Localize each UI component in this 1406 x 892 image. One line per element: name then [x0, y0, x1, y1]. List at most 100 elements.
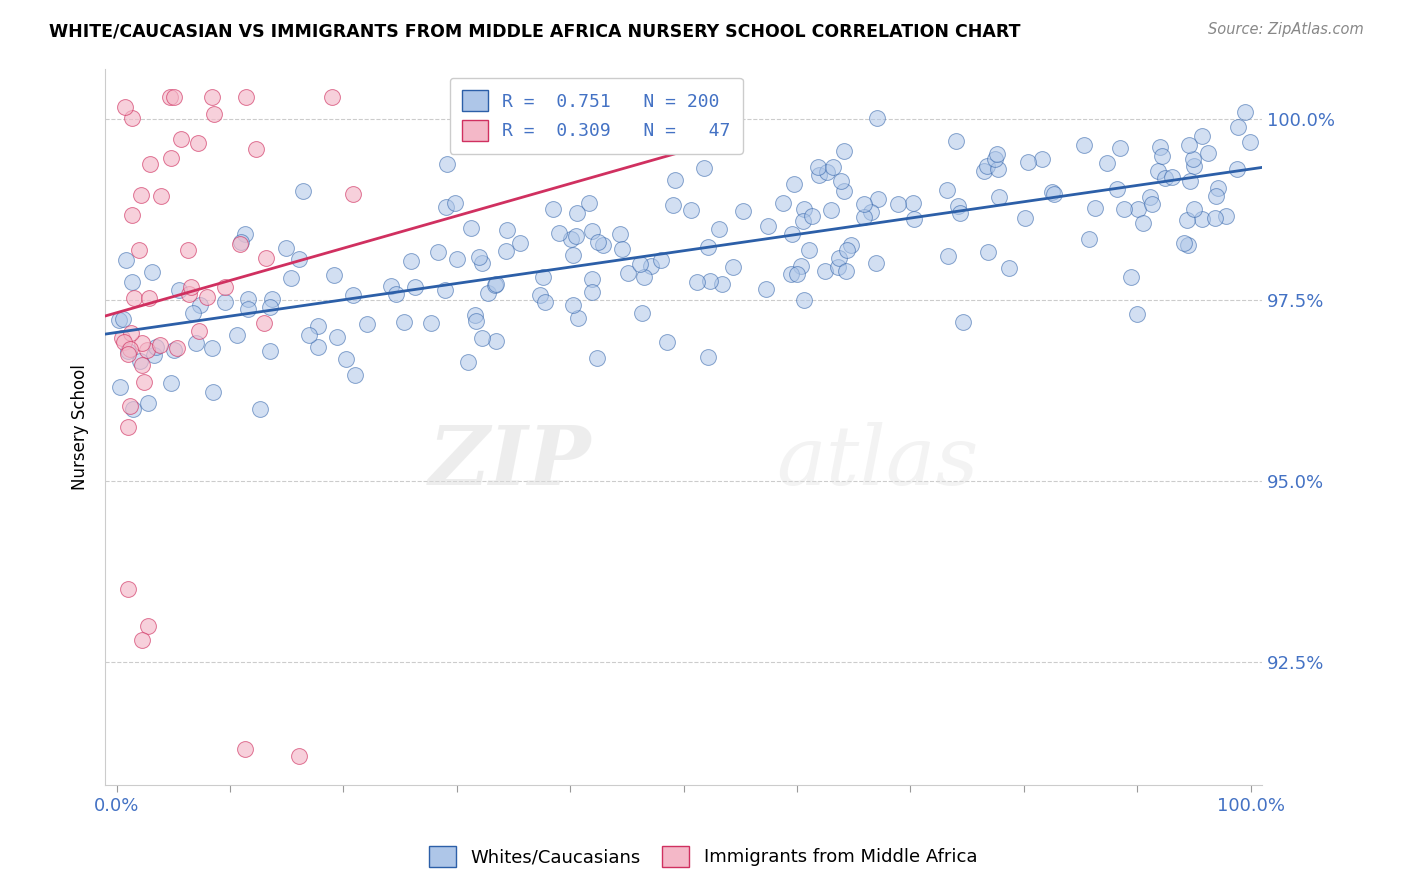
- Point: [859, 204, 882, 219]
- Point: [998, 260, 1021, 275]
- Point: [114, 100, 136, 114]
- Point: [988, 190, 1011, 204]
- Point: [143, 348, 166, 362]
- Point: [427, 244, 450, 259]
- Point: [832, 145, 855, 159]
- Point: [1177, 237, 1199, 252]
- Point: [344, 368, 367, 382]
- Point: [307, 340, 329, 354]
- Point: [1191, 128, 1213, 143]
- Point: [1147, 164, 1170, 178]
- Point: [1084, 201, 1107, 215]
- Text: Source: ZipAtlas.com: Source: ZipAtlas.com: [1208, 22, 1364, 37]
- Point: [159, 90, 181, 104]
- Point: [380, 279, 402, 293]
- Point: [1178, 138, 1201, 153]
- Point: [177, 244, 200, 258]
- Point: [1132, 216, 1154, 230]
- Point: [630, 305, 652, 319]
- Point: [120, 400, 142, 414]
- Point: [633, 269, 655, 284]
- Point: [112, 334, 135, 349]
- Point: [756, 219, 779, 233]
- Point: [696, 240, 718, 254]
- Point: [865, 256, 887, 270]
- Point: [565, 206, 588, 220]
- Point: [496, 223, 519, 237]
- Point: [936, 249, 959, 263]
- Point: [509, 236, 531, 251]
- Point: [1204, 211, 1226, 225]
- Point: [814, 264, 837, 278]
- Point: [288, 748, 311, 763]
- Point: [356, 318, 378, 332]
- Point: [529, 288, 551, 302]
- Point: [342, 186, 364, 201]
- Point: [468, 251, 491, 265]
- Point: [131, 633, 153, 648]
- Point: [180, 279, 202, 293]
- Point: [394, 315, 416, 329]
- Point: [801, 209, 824, 223]
- Point: [1161, 170, 1184, 185]
- Point: [141, 265, 163, 279]
- Point: [793, 202, 815, 216]
- Point: [1077, 232, 1099, 246]
- Point: [326, 330, 349, 344]
- Point: [807, 168, 830, 182]
- Point: [1182, 153, 1205, 167]
- Point: [307, 319, 329, 334]
- Point: [581, 272, 603, 286]
- Point: [117, 582, 139, 597]
- Point: [463, 309, 485, 323]
- Point: [134, 375, 156, 389]
- Point: [792, 293, 814, 307]
- Point: [1226, 120, 1249, 134]
- Point: [195, 290, 218, 304]
- Point: [650, 252, 672, 267]
- Point: [1107, 182, 1129, 196]
- Point: [166, 341, 188, 355]
- Point: [471, 256, 494, 270]
- Point: [464, 314, 486, 328]
- Point: [640, 259, 662, 273]
- Point: [1126, 307, 1149, 321]
- Point: [1175, 213, 1198, 227]
- Point: [495, 244, 517, 259]
- Point: [1017, 155, 1039, 169]
- Point: [160, 151, 183, 165]
- Point: [1043, 186, 1066, 201]
- Point: [1150, 149, 1173, 163]
- Point: [262, 292, 284, 306]
- Point: [830, 173, 852, 187]
- Point: [108, 313, 131, 327]
- Point: [578, 195, 600, 210]
- Point: [118, 342, 141, 356]
- Point: [117, 419, 139, 434]
- Point: [131, 335, 153, 350]
- Point: [887, 197, 910, 211]
- Point: [531, 270, 554, 285]
- Point: [780, 227, 803, 242]
- Point: [274, 241, 297, 255]
- Point: [610, 243, 633, 257]
- Point: [163, 90, 186, 104]
- Point: [936, 183, 959, 197]
- Point: [1095, 156, 1118, 170]
- Point: [433, 283, 456, 297]
- Point: [238, 292, 260, 306]
- Point: [1182, 202, 1205, 217]
- Point: [292, 184, 315, 198]
- Point: [1234, 104, 1257, 119]
- Point: [229, 235, 252, 249]
- Point: [799, 243, 821, 257]
- Point: [586, 235, 609, 249]
- Point: [581, 223, 603, 237]
- Point: [129, 188, 152, 202]
- Point: [592, 237, 614, 252]
- Point: [866, 192, 889, 206]
- Legend: R =  0.751   N = 200, R =  0.309   N =   47: R = 0.751 N = 200, R = 0.309 N = 47: [450, 78, 742, 153]
- Point: [121, 275, 143, 289]
- Point: [335, 352, 357, 367]
- Point: [201, 384, 224, 399]
